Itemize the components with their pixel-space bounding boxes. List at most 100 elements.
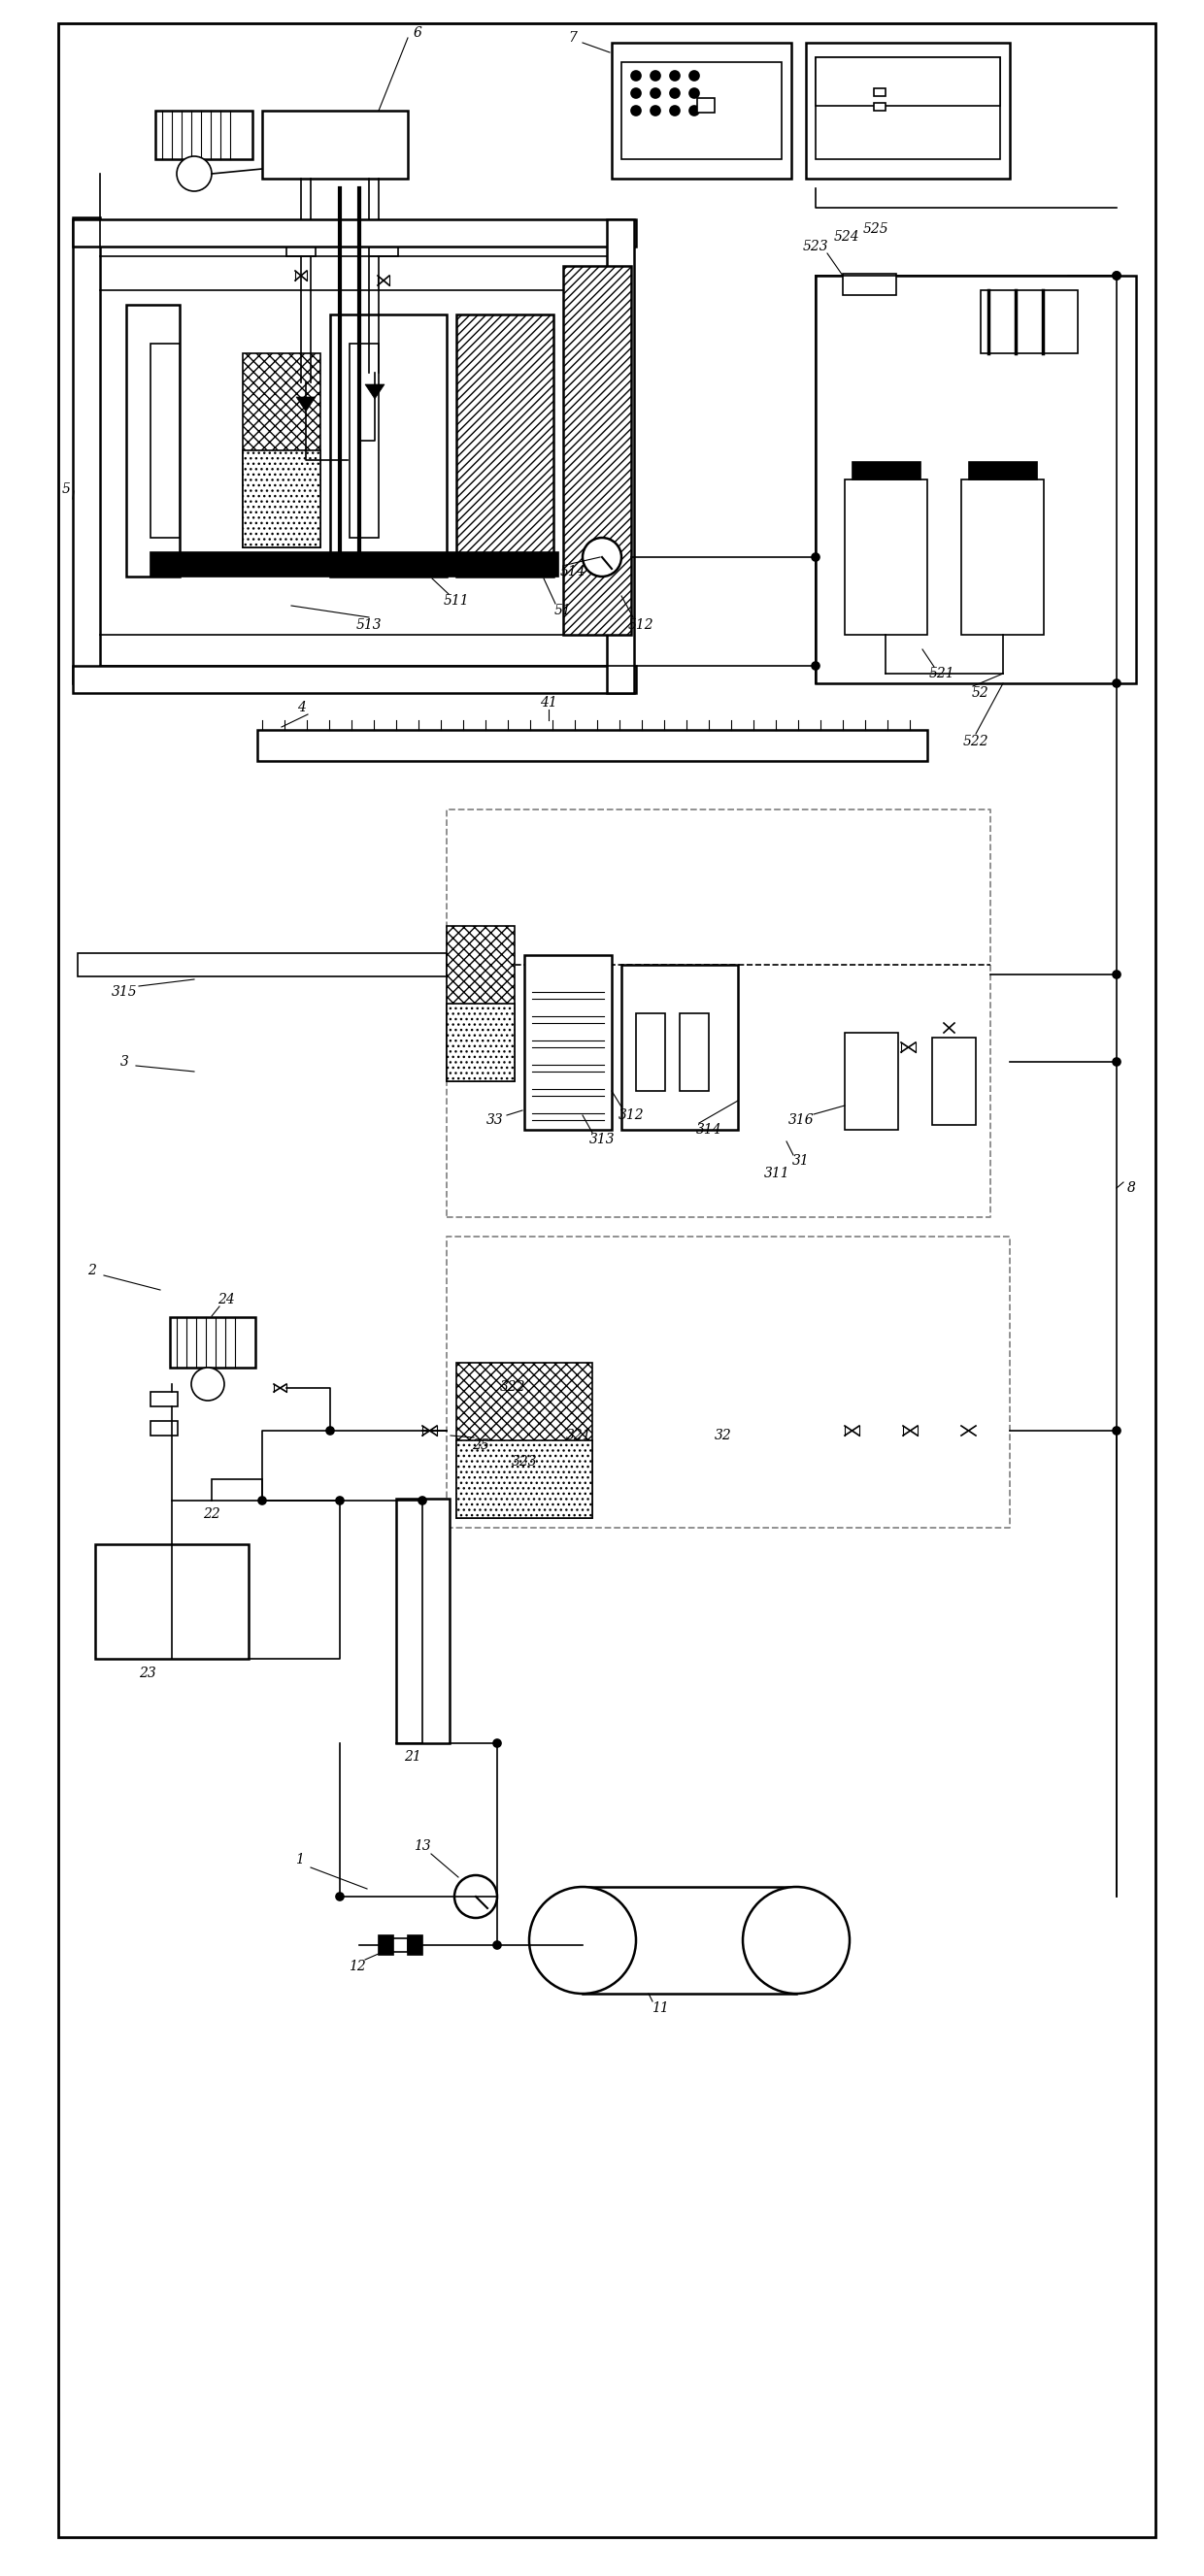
Circle shape bbox=[191, 1368, 224, 1401]
Bar bbox=[843, 273, 896, 296]
Bar bbox=[150, 343, 179, 538]
Bar bbox=[612, 44, 791, 178]
Circle shape bbox=[583, 538, 621, 577]
Bar bbox=[805, 44, 1010, 178]
Bar bbox=[621, 62, 781, 160]
Circle shape bbox=[669, 88, 680, 98]
Bar bbox=[408, 1935, 423, 1955]
Circle shape bbox=[743, 1886, 850, 1994]
Polygon shape bbox=[365, 384, 384, 399]
Bar bbox=[874, 88, 885, 95]
Text: 5: 5 bbox=[61, 482, 70, 497]
Bar bbox=[150, 1391, 178, 1406]
Text: 522: 522 bbox=[963, 734, 988, 750]
Bar bbox=[287, 240, 315, 255]
Bar bbox=[981, 291, 1078, 353]
Bar bbox=[447, 925, 514, 1082]
Circle shape bbox=[811, 554, 820, 562]
Bar bbox=[368, 240, 399, 255]
Bar bbox=[379, 1935, 394, 1955]
Bar bbox=[845, 1033, 898, 1131]
Circle shape bbox=[1112, 273, 1121, 281]
Circle shape bbox=[494, 1942, 501, 1950]
Bar bbox=[456, 1363, 592, 1517]
Text: 315: 315 bbox=[111, 984, 137, 999]
Text: 25: 25 bbox=[472, 1437, 489, 1453]
Text: 52: 52 bbox=[972, 685, 990, 701]
Circle shape bbox=[1112, 273, 1121, 281]
Bar bbox=[95, 1543, 248, 1659]
Circle shape bbox=[530, 1886, 636, 1994]
Circle shape bbox=[650, 88, 660, 98]
Text: 524: 524 bbox=[833, 229, 860, 245]
Circle shape bbox=[177, 157, 212, 191]
Circle shape bbox=[690, 106, 700, 116]
Bar bbox=[524, 956, 612, 1131]
Bar bbox=[396, 1499, 449, 1744]
Bar bbox=[330, 314, 447, 577]
Bar bbox=[583, 1886, 796, 1994]
Text: 313: 313 bbox=[589, 1133, 615, 1146]
Bar bbox=[697, 98, 715, 113]
Circle shape bbox=[1112, 1427, 1121, 1435]
Bar bbox=[212, 1479, 262, 1502]
Text: 1: 1 bbox=[295, 1852, 303, 1868]
Circle shape bbox=[631, 88, 641, 98]
Text: 2: 2 bbox=[88, 1265, 96, 1278]
Bar bbox=[563, 265, 631, 634]
Bar bbox=[815, 276, 1137, 683]
Text: 12: 12 bbox=[349, 1960, 366, 1973]
Circle shape bbox=[336, 1893, 343, 1901]
Bar bbox=[961, 479, 1044, 634]
Bar bbox=[815, 57, 1001, 106]
Polygon shape bbox=[296, 397, 315, 412]
Text: 511: 511 bbox=[443, 595, 470, 608]
Circle shape bbox=[454, 1875, 497, 1919]
Bar bbox=[969, 461, 1037, 479]
Bar bbox=[258, 729, 927, 760]
Bar bbox=[150, 551, 559, 577]
Circle shape bbox=[650, 106, 660, 116]
Bar bbox=[845, 479, 927, 634]
Text: 321: 321 bbox=[566, 1430, 591, 1443]
Text: 8: 8 bbox=[1127, 1182, 1135, 1195]
Text: 312: 312 bbox=[618, 1108, 644, 1123]
Text: 316: 316 bbox=[789, 1113, 814, 1126]
Circle shape bbox=[259, 1497, 266, 1504]
Text: 514: 514 bbox=[560, 564, 586, 580]
Bar bbox=[815, 57, 1001, 160]
Bar bbox=[456, 1440, 592, 1517]
Text: 323: 323 bbox=[512, 1455, 537, 1468]
Text: 311: 311 bbox=[763, 1167, 790, 1180]
Circle shape bbox=[631, 106, 641, 116]
Circle shape bbox=[669, 106, 680, 116]
Circle shape bbox=[494, 1739, 501, 1747]
Circle shape bbox=[650, 72, 660, 80]
Bar bbox=[447, 1005, 514, 1082]
Text: 322: 322 bbox=[500, 1381, 526, 1394]
Text: 521: 521 bbox=[929, 667, 955, 680]
Bar bbox=[394, 1937, 408, 1953]
Bar bbox=[680, 1012, 709, 1092]
Bar bbox=[636, 1012, 665, 1092]
Bar bbox=[932, 1038, 975, 1126]
Text: 6: 6 bbox=[413, 26, 421, 39]
Text: 4: 4 bbox=[296, 701, 306, 714]
Bar bbox=[607, 219, 635, 693]
Text: 33: 33 bbox=[486, 1113, 503, 1126]
Bar bbox=[72, 665, 636, 693]
Bar bbox=[126, 304, 179, 577]
Circle shape bbox=[336, 1497, 343, 1504]
Text: 24: 24 bbox=[218, 1293, 235, 1306]
Text: 22: 22 bbox=[203, 1507, 220, 1520]
Circle shape bbox=[631, 72, 641, 80]
Bar bbox=[874, 103, 885, 111]
Bar bbox=[262, 111, 408, 178]
Circle shape bbox=[811, 662, 820, 670]
Circle shape bbox=[1112, 1059, 1121, 1066]
Text: 32: 32 bbox=[715, 1430, 732, 1443]
Bar bbox=[243, 451, 320, 549]
Circle shape bbox=[326, 1427, 334, 1435]
Text: 41: 41 bbox=[539, 696, 557, 708]
Circle shape bbox=[690, 88, 700, 98]
